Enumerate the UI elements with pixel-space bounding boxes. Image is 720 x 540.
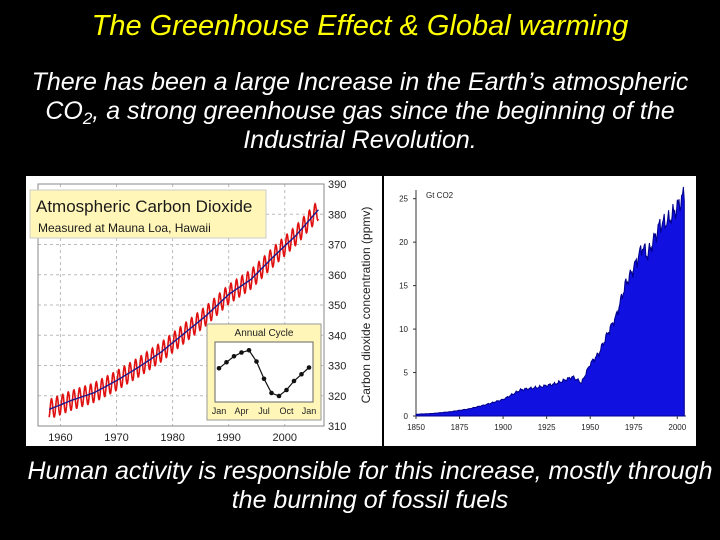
y-tick-label: 380 [328,209,346,221]
inset-point [284,387,289,393]
inset-point [216,365,222,371]
x-tick-label: 1975 [625,423,643,432]
y-tick-label: 340 [328,330,346,342]
slide-caption: Human activity is responsible for this i… [27,457,713,514]
y-axis-label: Carbon dioxide concentration (ppmv) [359,207,373,404]
x-tick-label: 2000 [273,432,297,444]
inset-x-tick-label: Oct [279,406,294,416]
y-tick-label: 15 [399,282,408,291]
y-tick-label: 390 [328,179,346,191]
inset-plot-frame [214,341,314,403]
subtitle-subscript: 2 [82,109,93,128]
inset-x-tick-label: Jul [258,406,270,416]
plot-frame [37,183,325,427]
inset-x-tick-label: Apr [234,406,248,416]
x-tick-label: 1990 [216,432,240,444]
inset-point [224,359,229,365]
x-tick-label: 1960 [48,432,72,444]
inset-point [254,359,259,364]
keeling-curve-svg: 1960 1970 1980 1990 2000 310 320 330 340 350 360 37… [29,179,373,444]
x-tick-label: 2000 [668,423,686,432]
inset-title: Annual Cycle [235,328,294,339]
x-tick-label: 1925 [538,423,556,432]
x-tick-label: 1900 [494,423,512,432]
slide-subtitle: There has been a large Increase in the E… [20,68,700,155]
inset-x-tick-label: Jan [302,406,317,416]
inset-point [299,371,304,377]
inset-point [276,393,282,399]
inset-point [306,365,312,370]
y-tick-label: 310 [328,421,346,433]
inset-point [246,347,252,353]
inset-point [239,350,244,355]
y-tick-label: 370 [328,240,346,252]
co2-emissions-svg: 0 5 10 15 20 25 1850 1875 1900 1925 1950 1975 2000 Gt… [399,186,687,432]
inset-x-tick-label: Jan [212,406,227,416]
inset-point [291,378,297,384]
x-tick-label: 1950 [581,423,599,432]
inset-point [261,376,267,382]
emissions-area [415,186,685,417]
keeling-curve-chart: 1960 1970 1980 1990 2000 310 320 330 340 350 360 37… [26,176,382,446]
y-tick-label: 25 [399,195,408,204]
chart-subtitle: Measured at Mauna Loa, Hawaii [38,221,211,235]
x-tick-label: 1980 [160,432,184,444]
series-monthly-line [48,202,319,418]
x-tick-label: 1970 [104,432,128,444]
y-tick-label: 20 [399,238,408,247]
series-annual-mean-line [48,209,319,411]
slide-title: The Greenhouse Effect & Global warming [91,10,629,42]
y-tick-label: 360 [328,270,346,282]
y-tick-label: 320 [328,391,346,403]
inset-point [231,353,237,359]
y-tick-label: 350 [328,300,346,312]
y-tick-label: 0 [404,412,409,421]
subtitle-text: There has been a large Increase in the E… [31,68,689,125]
chart-title-box [29,189,267,239]
co2-emissions-chart: 0 5 10 15 20 25 1850 1875 1900 1925 1950 1975 2000 Gt… [384,176,696,446]
inset-point [269,390,274,396]
x-tick-label: 1875 [451,423,469,432]
x-tick-label: 1850 [407,423,425,432]
y-tick-label: 10 [399,325,408,334]
y-tick-label: 5 [404,369,409,378]
y-tick-label: 330 [328,361,346,373]
chart-title: Atmospheric Carbon Dioxide [36,197,252,216]
subtitle-text-end: , a strong greenhouse gas since the begi… [92,97,675,154]
chart-title: Gt CO2 [426,191,454,200]
